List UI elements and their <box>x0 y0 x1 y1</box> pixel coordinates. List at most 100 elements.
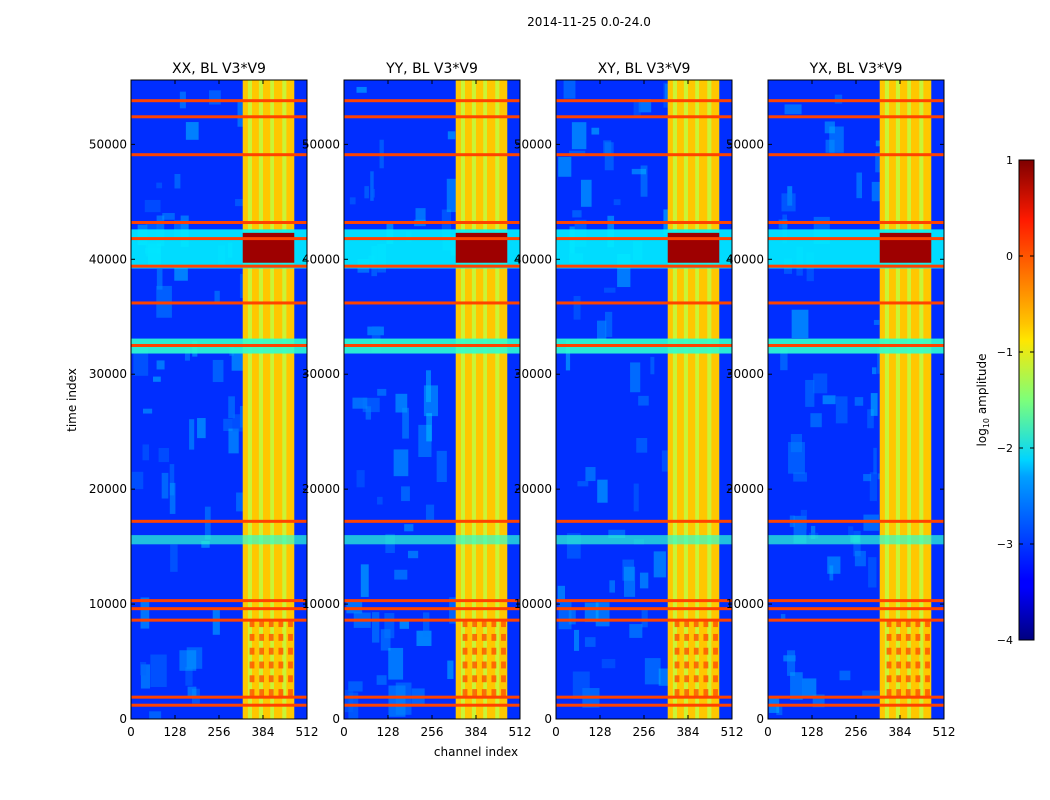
noise-patch <box>800 509 807 530</box>
flagged-row <box>131 115 307 119</box>
noise-patch <box>650 356 655 375</box>
noise-patch <box>380 629 391 651</box>
noise-patch <box>825 139 835 153</box>
noise-patch <box>805 379 815 407</box>
noise-patch <box>863 474 872 482</box>
heatmap-image <box>344 80 520 719</box>
rfi-blob <box>288 647 293 655</box>
flagged-row <box>556 618 732 622</box>
x-tick-label: 384 <box>465 725 488 739</box>
rfi-blob <box>462 620 468 628</box>
rfi-blob <box>703 633 709 641</box>
y-tick-label: 20000 <box>726 482 764 496</box>
rfi-blob <box>268 647 274 655</box>
noise-patch <box>156 182 163 189</box>
rfi-blob <box>501 689 506 697</box>
flagged-row <box>556 695 732 699</box>
rfi-blob <box>693 647 699 655</box>
cyan-band <box>556 535 732 545</box>
rfi-blob <box>896 689 902 697</box>
x-tick-label: 512 <box>509 725 532 739</box>
x-tick-label: 384 <box>252 725 275 739</box>
noise-patch <box>802 678 817 698</box>
rfi-blob <box>501 661 506 669</box>
flagged-row <box>768 695 944 699</box>
noise-patch <box>584 637 596 647</box>
rfi-blob <box>481 689 487 697</box>
flagged-row <box>131 237 307 241</box>
noise-patch <box>377 388 387 396</box>
rfi-blob <box>249 647 255 655</box>
flagged-row <box>556 99 732 103</box>
noise-patch <box>871 181 883 202</box>
colorbar: 1 0 −1 −2 −3 −4 log10 amplitude <box>975 154 1035 647</box>
x-tick-label: 128 <box>801 725 824 739</box>
noise-patch <box>609 580 615 593</box>
noise-patch <box>623 566 636 597</box>
noise-patch <box>653 551 666 578</box>
noise-patch <box>185 122 199 140</box>
rfi-blob <box>491 647 497 655</box>
noise-patch <box>839 670 851 681</box>
noise-patch <box>638 98 652 113</box>
noise-patch <box>236 492 246 512</box>
noise-patch <box>605 311 613 337</box>
rfi-blob <box>259 633 265 641</box>
cyan-band <box>131 535 307 545</box>
y-tick-label: 0 <box>756 712 764 726</box>
y-tick-label: 10000 <box>514 597 552 611</box>
noise-patch <box>573 295 581 320</box>
rfi-blob <box>925 675 930 683</box>
colorbar-gradient <box>1018 159 1035 641</box>
noise-patch <box>776 704 783 716</box>
noise-patch <box>870 393 878 416</box>
colorbar-tick-label: −3 <box>997 538 1013 551</box>
rfi-blob <box>278 633 284 641</box>
rfi-blob <box>886 689 892 697</box>
rfi-blob <box>925 620 930 628</box>
flagged-row <box>131 343 307 347</box>
noise-patch <box>782 214 788 244</box>
rfi-blob <box>674 661 680 669</box>
noise-patch <box>201 540 210 548</box>
noise-patch <box>223 418 233 431</box>
rfi-blob <box>886 620 892 628</box>
flagged-row <box>344 153 520 157</box>
flagged-row <box>556 599 732 603</box>
noise-patch <box>401 486 410 502</box>
rfi-stripe <box>695 80 699 719</box>
noise-patch <box>169 464 175 496</box>
rfi-blob <box>713 620 718 628</box>
noise-patch <box>661 450 672 472</box>
noise-patch <box>854 397 864 406</box>
rfi-blob <box>925 633 930 641</box>
noise-patch <box>170 544 178 572</box>
rfi-blob <box>288 689 293 697</box>
flagged-row <box>556 153 732 157</box>
noise-patch <box>235 199 245 207</box>
rfi-stripe <box>270 80 274 719</box>
noise-patch <box>394 569 408 580</box>
noise-patch <box>407 550 419 559</box>
rfi-blob <box>268 689 274 697</box>
noise-patch <box>585 467 596 482</box>
rfi-blob <box>915 675 921 683</box>
flagged-row <box>556 221 732 225</box>
colorbar-tick-label: −1 <box>997 346 1013 359</box>
noise-patch <box>790 672 803 700</box>
noise-patch <box>631 168 647 175</box>
flagged-row <box>768 599 944 603</box>
rfi-blob <box>462 647 468 655</box>
noise-patch <box>174 173 181 189</box>
rfi-blob <box>278 689 284 697</box>
noise-patch <box>824 121 835 134</box>
flagged-row <box>131 607 307 611</box>
rfi-blob <box>905 620 911 628</box>
panel-title: XY, BL V3*V9 <box>598 61 691 77</box>
noise-patch <box>179 650 197 671</box>
noise-patch <box>399 619 409 629</box>
rfi-blob <box>713 675 718 683</box>
x-tick-label: 512 <box>933 725 956 739</box>
flagged-row <box>131 695 307 699</box>
rfi-blob <box>268 620 274 628</box>
